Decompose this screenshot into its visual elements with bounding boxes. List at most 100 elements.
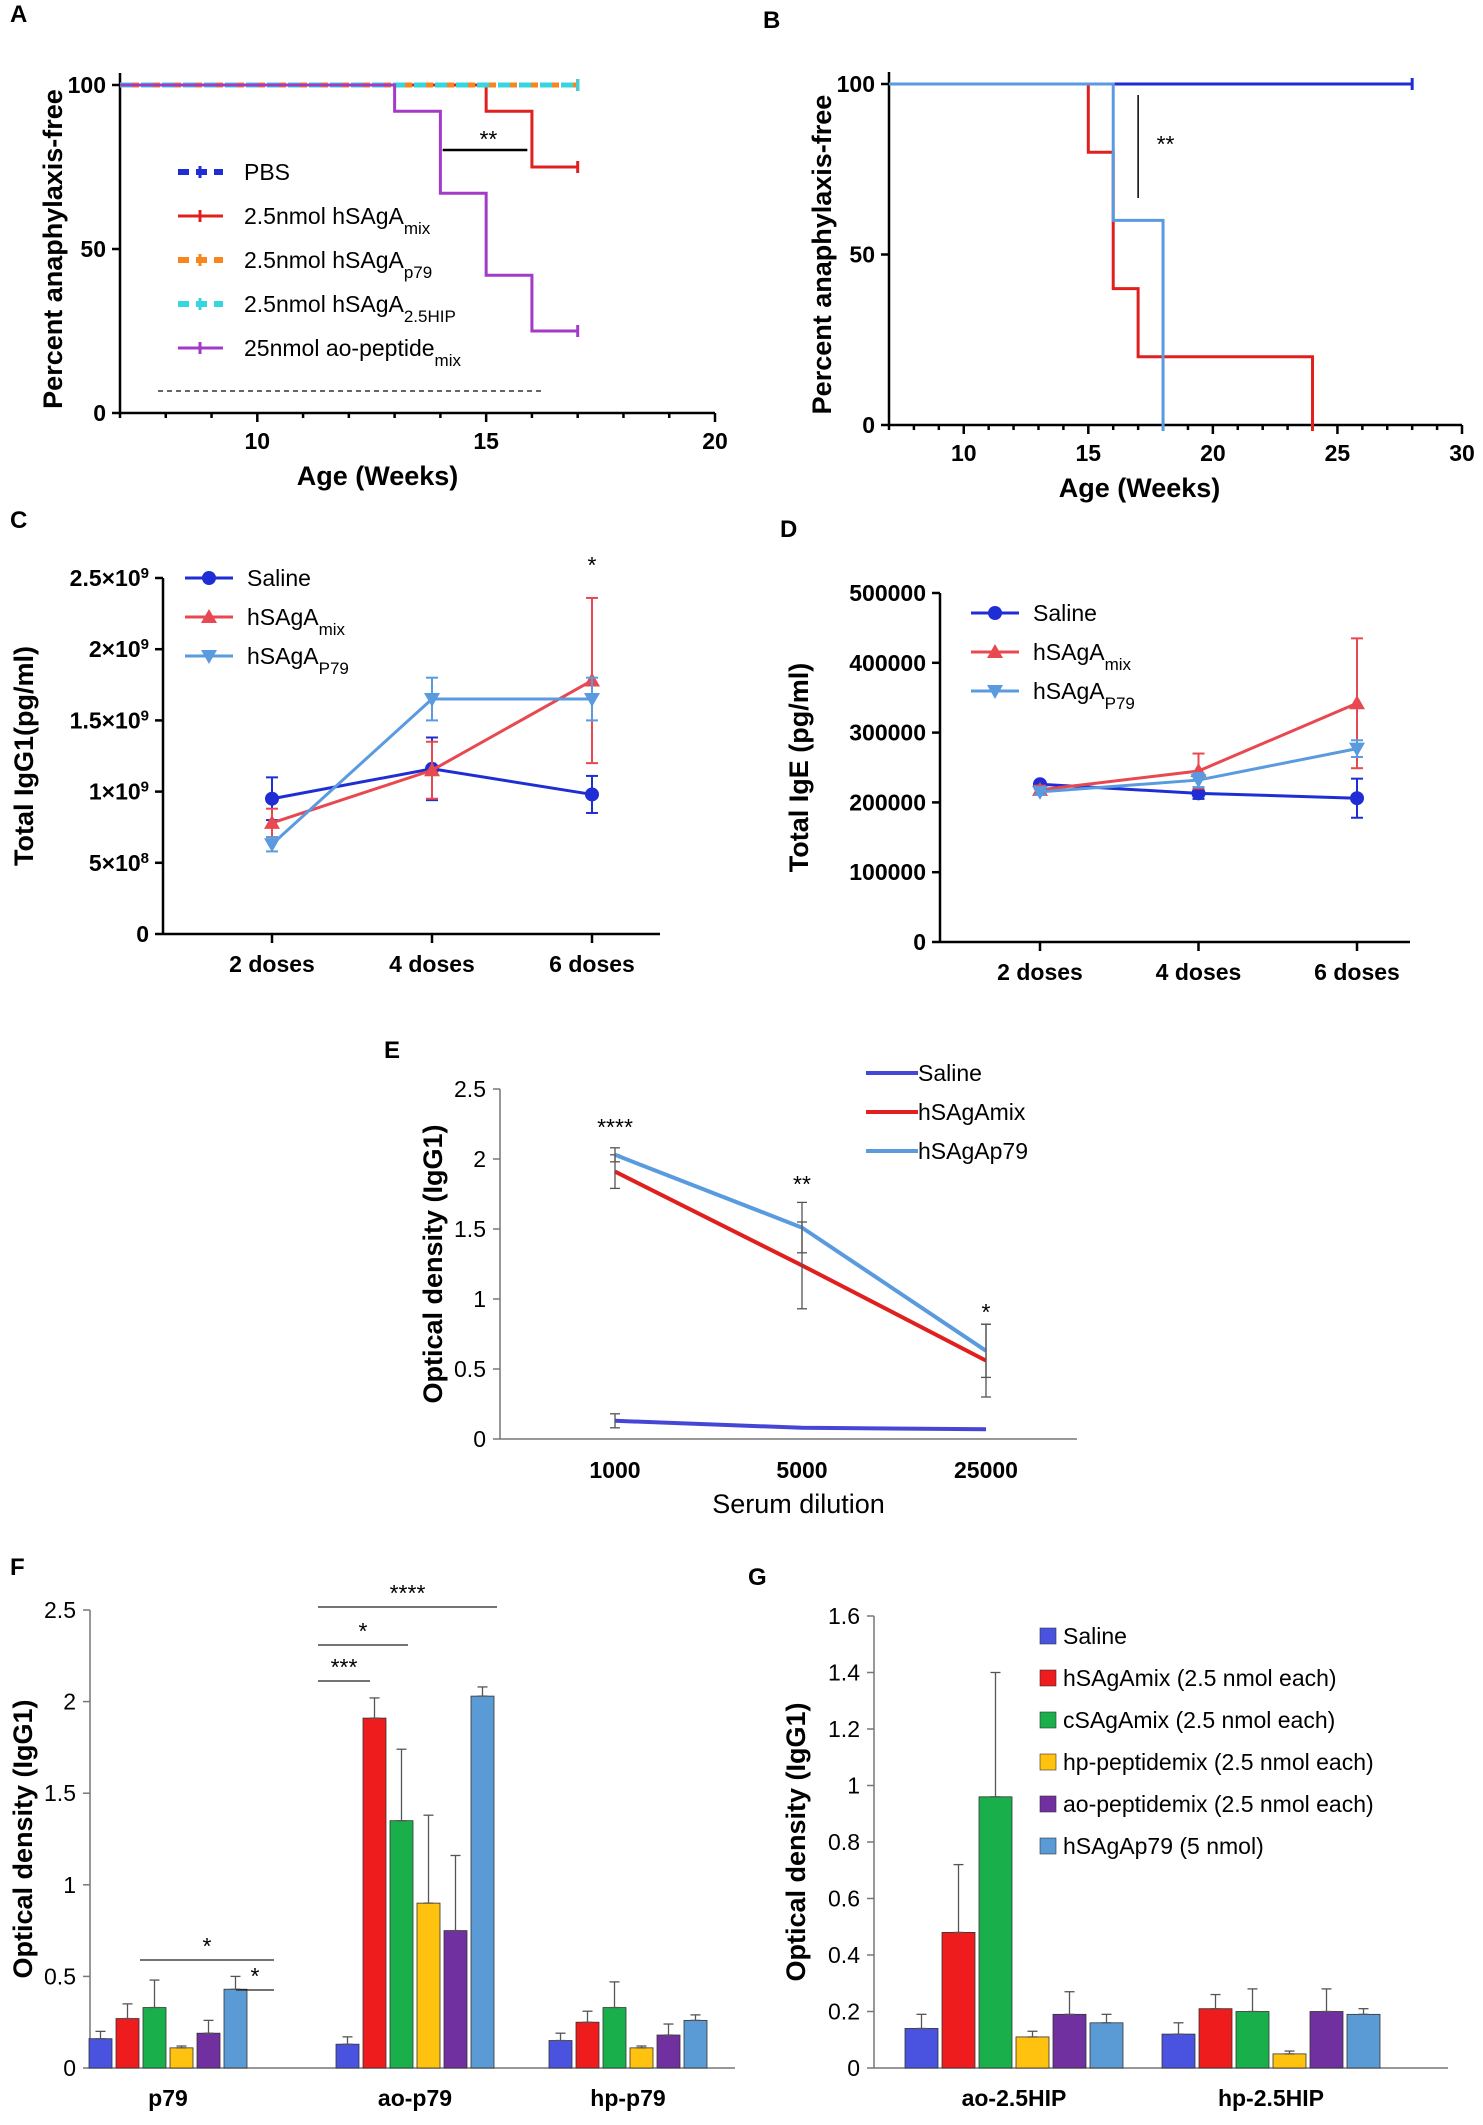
y-axis-title: Percent anaphylaxis-free [807, 95, 837, 415]
y-tick-label: 0 [473, 1426, 486, 1452]
bar [1161, 2033, 1196, 2069]
data-point [264, 814, 280, 829]
legend-label-4: ao-peptidemix (2.5 nmol each) [1063, 1791, 1374, 1817]
panel-letter-e: E [384, 1037, 400, 1064]
x-axis-title: Serum dilution [712, 1489, 885, 1519]
y-tick-label: 0.5 [44, 1963, 76, 1989]
bar [656, 2034, 681, 2069]
y-tick-label: 2×109 [89, 636, 149, 663]
panel-letter-c: C [10, 507, 27, 534]
bar [683, 2019, 708, 2069]
y-tick-label: 2.5×109 [70, 565, 149, 592]
data-point [1032, 785, 1048, 800]
y-tick-label: 100000 [849, 859, 926, 885]
y-tick-label: 1 [63, 1872, 76, 1898]
y-tick-label: 50 [80, 236, 106, 262]
x-tick-label: 30 [1449, 440, 1475, 466]
significance-label: * [588, 552, 597, 578]
significance-bar-aop79-c-label: *** [331, 1654, 358, 1680]
y-tick-label: 1.5 [454, 1216, 486, 1242]
data-point [584, 693, 600, 708]
bar [1089, 2022, 1124, 2069]
x-tick-label: 10 [951, 440, 977, 466]
x-tick-label: ao-p79 [378, 2085, 452, 2111]
y-tick-label: 0.5 [454, 1356, 486, 1382]
y-tick-label: 2 [473, 1146, 486, 1172]
bar [88, 2038, 113, 2069]
legend-label-0: Saline [1063, 1623, 1127, 1649]
data-point [424, 762, 440, 777]
legend-label-2: hSAgAP79 [247, 643, 349, 678]
bar [470, 1695, 495, 2069]
y-axis-title: Percent anaphylaxis-free [38, 89, 68, 409]
data-point [1349, 695, 1365, 710]
bar [223, 1988, 248, 2069]
legend-swatch-2 [1039, 1711, 1057, 1729]
bar [142, 2007, 167, 2069]
legend-label-1: hSAgAmix [918, 1099, 1026, 1125]
legend-label-4: 25nmol ao-peptidemix [244, 335, 461, 370]
x-tick-label: p79 [148, 2085, 188, 2111]
x-tick-label: 20 [702, 428, 728, 454]
bar [1052, 2013, 1087, 2069]
y-tick-label: 0.8 [828, 1829, 860, 1855]
y-tick-label: 1.5 [44, 1780, 76, 1806]
x-tick-label: hp-p79 [590, 2085, 665, 2111]
significance-label: ** [793, 1171, 811, 1197]
y-tick-label: 0 [136, 921, 149, 947]
legend-marker-2 [201, 650, 217, 664]
panel-letter-b: B [763, 7, 780, 34]
y-axis-title: Total IgE (pg/ml) [784, 663, 814, 872]
x-tick-label: ao-2.5HIP [962, 2085, 1067, 2111]
panel-g-chart: 0 0.2 0.4 0.6 0.8 1 1.2 1.4 1.6 ao-2.5HIP hp-2.5HI… [781, 1603, 1448, 2111]
y-tick-label: 1 [847, 1773, 860, 1799]
panel-f-chart: 0 0.5 1 1.5 2 2.5 p79 ao-p79 hp-p79 Optical densi… [8, 1580, 735, 2111]
y-tick-label: 100 [837, 71, 875, 97]
significance-bar-p79-a-label: * [203, 1933, 212, 1959]
data-point [424, 693, 440, 708]
x-tick-label: 25 [1325, 440, 1351, 466]
data-point [1349, 742, 1365, 757]
y-tick-label: 0 [862, 412, 875, 438]
legend-marker-0 [988, 606, 1002, 620]
legend-label-0: PBS [244, 159, 290, 185]
panel-letter-a: A [10, 1, 27, 28]
x-tick-label: 6 doses [1314, 959, 1400, 985]
km-line-4 [120, 83, 578, 333]
significance-bar-p79-b-label: * [251, 1963, 260, 1989]
panel-letter-g: G [748, 1564, 767, 1591]
y-tick-label: 1.4 [828, 1660, 860, 1686]
legend-marker-0 [202, 571, 216, 585]
x-tick-label: 2 doses [997, 959, 1083, 985]
x-tick-label: 4 doses [389, 951, 475, 977]
x-tick-label: hp-2.5HIP [1218, 2085, 1324, 2111]
series-line-0 [614, 1418, 987, 1432]
bar [1272, 2053, 1307, 2069]
bar [904, 2028, 939, 2069]
legend-label-1: hSAgAmix [1033, 639, 1132, 674]
bar [416, 1902, 441, 2069]
bar [1015, 2036, 1050, 2069]
legend-label-3: 2.5nmol hSAgA2.5HIP [244, 291, 456, 326]
bar [602, 2007, 627, 2069]
x-tick-label: 1000 [589, 1457, 640, 1483]
bar [389, 1820, 414, 2069]
x-axis-title: Age (Weeks) [1059, 473, 1221, 503]
legend-label-5: hSAgAp79 (5 nmol) [1063, 1833, 1264, 1859]
bar [978, 1796, 1013, 2069]
bar [196, 2032, 221, 2069]
legend-label-0: Saline [918, 1060, 982, 1086]
y-tick-label: 1.6 [828, 1603, 860, 1629]
significance-bar-aop79-a-label: **** [390, 1580, 426, 1606]
panel-c-chart: 0 5×108 1×109 1.5×109 2×109 2.5×109 2 doses 4 d… [9, 552, 660, 977]
x-tick-label: 25000 [954, 1457, 1018, 1483]
legend-label-1: 2.5nmol hSAgAmix [244, 203, 431, 238]
legend-label-0: Saline [247, 565, 311, 591]
data-point [265, 791, 279, 806]
panel-a-chart: 0 50 100 10 15 20 Age (Weeks) Percent anaphylax… [38, 72, 728, 491]
legend-label-2: hSAgAp79 [918, 1138, 1028, 1164]
y-axis-title: Optical density (IgG1) [418, 1124, 448, 1403]
x-tick-label: 15 [473, 428, 499, 454]
bar [941, 1932, 976, 2069]
y-tick-label: 500000 [849, 580, 926, 606]
